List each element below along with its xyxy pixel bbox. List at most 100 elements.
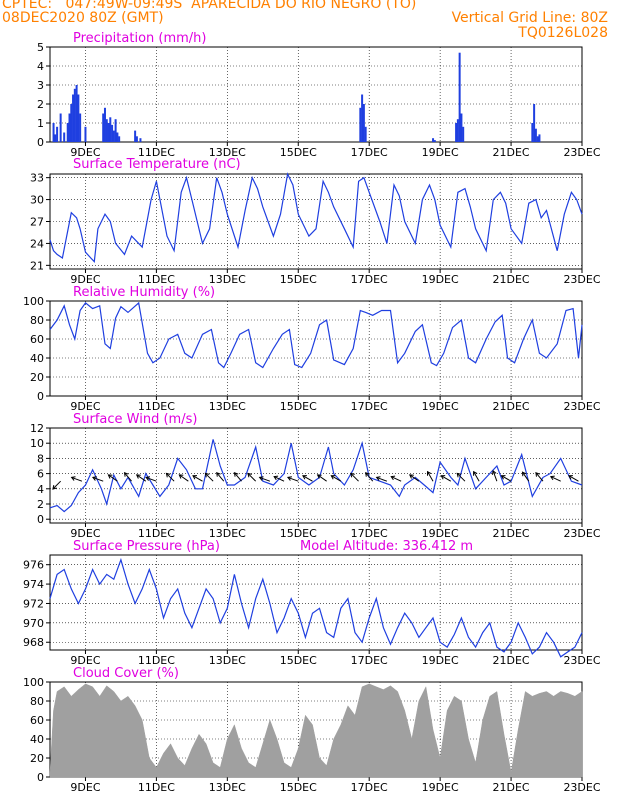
rh-title: Relative Humidity (%) — [73, 285, 215, 300]
wind-arrow-head — [70, 476, 76, 481]
precip-bar — [364, 126, 367, 142]
wind-xtick-label: 23DEC — [563, 527, 600, 540]
wind-arrow-head — [258, 476, 264, 481]
wind-xtick-label: 17DEC — [351, 527, 388, 540]
precip-bar — [72, 94, 75, 142]
precip-bar — [103, 107, 106, 142]
wind-arrow-head — [408, 474, 414, 479]
wind-arrow-head — [500, 475, 506, 480]
precip-bar — [536, 136, 539, 142]
wind-arrow-shaft — [216, 472, 225, 482]
pressure-xtick-label: 21DEC — [493, 654, 530, 667]
wind-arrow-shaft — [234, 472, 242, 482]
cloud-xtick-label: 19DEC — [422, 781, 459, 794]
precip-bar — [68, 113, 71, 142]
rh-ytick-label: 20 — [30, 371, 44, 384]
wind-arrow-head — [535, 472, 540, 477]
wind-series-line — [49, 439, 583, 513]
wind-ytick-label: 10 — [30, 437, 44, 450]
precip-frame — [49, 46, 583, 143]
precip-bar — [533, 104, 536, 142]
precip-bar — [54, 134, 57, 142]
precip-bar — [433, 140, 436, 142]
pressure-xtick-label: 19DEC — [422, 654, 459, 667]
temp-xtick-label: 17DEC — [351, 273, 388, 286]
precip-bar — [77, 94, 80, 142]
precip-bar — [116, 132, 119, 142]
precip-bar — [102, 113, 105, 142]
wind-arrow-shaft — [71, 476, 83, 482]
wind-arrow-shaft — [331, 475, 342, 482]
cloud-ytick-label: 100 — [23, 676, 44, 689]
pressure-xtick-label: 9DEC — [70, 654, 100, 667]
precip-bar — [109, 117, 112, 142]
precip-bar — [70, 104, 73, 142]
wind-arrow-shaft — [179, 474, 189, 482]
precip-bar — [362, 104, 365, 142]
rh-frame — [49, 300, 583, 397]
pressure-xtick-label: 15DEC — [280, 654, 317, 667]
wind-ytick-label: 12 — [30, 422, 44, 435]
precip-bar — [361, 94, 364, 142]
precip-bar — [111, 124, 114, 142]
wind-arrow-shaft — [535, 472, 544, 482]
precip-bar — [52, 123, 55, 142]
pressure-xtick-label: 17DEC — [351, 654, 388, 667]
wind-arrow-head — [316, 474, 322, 479]
wind-arrow-shaft — [390, 476, 402, 482]
wind-arrow-shaft — [205, 473, 214, 482]
temp-frame — [49, 173, 583, 270]
precip-bar — [75, 85, 78, 142]
wind-arrow-head — [473, 470, 478, 476]
precip-xtick-label: 9DEC — [70, 146, 100, 159]
wind-xtick-label: 13DEC — [209, 527, 246, 540]
temp-xtick-label: 23DEC — [563, 273, 600, 286]
wind-arrow-head — [549, 475, 555, 481]
wind-ytick-label: 6 — [37, 468, 44, 481]
cloud-ytick-label: 40 — [30, 733, 44, 746]
rh-ytick-label: 0 — [37, 390, 44, 403]
rh-ytick-label: 60 — [30, 333, 44, 346]
precip-bar — [456, 119, 459, 142]
wind-arrow-shaft — [287, 476, 299, 482]
wind-arrow-shaft — [350, 473, 359, 482]
wind-ytick-label: 8 — [37, 452, 44, 465]
precip-bar — [66, 123, 69, 142]
rh-series-line — [49, 301, 583, 369]
pressure-title: Surface Pressure (hPa) — [73, 539, 220, 554]
precip-xtick-label: 23DEC — [563, 146, 600, 159]
wind-ytick-label: 0 — [37, 513, 44, 526]
precip-bar — [455, 123, 458, 142]
pressure-ytick-label: 972 — [23, 597, 44, 610]
precip-bar — [531, 123, 534, 142]
precip-bar — [538, 134, 541, 142]
rh-xtick-label: 13DEC — [209, 400, 246, 413]
cloud-ytick-label: 60 — [30, 714, 44, 727]
temp-xtick-label: 21DEC — [493, 273, 530, 286]
precip-bar — [432, 138, 435, 142]
pressure-xtick-label: 13DEC — [209, 654, 246, 667]
cloud-xtick-label: 9DEC — [70, 781, 100, 794]
header-station: CPTEC: 047:49W-09:49S APARECIDA DO RIO N… — [2, 0, 417, 12]
rh-xtick-label: 15DEC — [280, 400, 317, 413]
wind-xtick-label: 9DEC — [70, 527, 100, 540]
precip-bar — [139, 138, 142, 142]
cloud-ytick-label: 80 — [30, 695, 44, 708]
precip-bar — [118, 136, 121, 142]
wind-arrow-head — [456, 472, 462, 478]
wind-arrow-head — [107, 474, 113, 479]
wind-xtick-label: 11DEC — [138, 527, 175, 540]
wind-title: Surface Wind (m/s) — [73, 412, 197, 427]
wind-arrow-shaft — [273, 476, 285, 482]
rh-ytick-label: 80 — [30, 314, 44, 327]
pressure-model-altitude: Model Altitude: 336.412 m — [300, 539, 473, 554]
pressure-ytick-label: 974 — [23, 578, 44, 591]
wind-arrow-head — [91, 476, 97, 481]
precip-bar — [63, 132, 66, 142]
precip-bar — [107, 123, 110, 142]
rh-xtick-label: 23DEC — [563, 400, 600, 413]
wind-arrow-head — [286, 476, 292, 481]
wind-arrow-head — [165, 472, 171, 478]
temp-xtick-label: 9DEC — [70, 273, 100, 286]
temp-series-line — [49, 172, 583, 264]
